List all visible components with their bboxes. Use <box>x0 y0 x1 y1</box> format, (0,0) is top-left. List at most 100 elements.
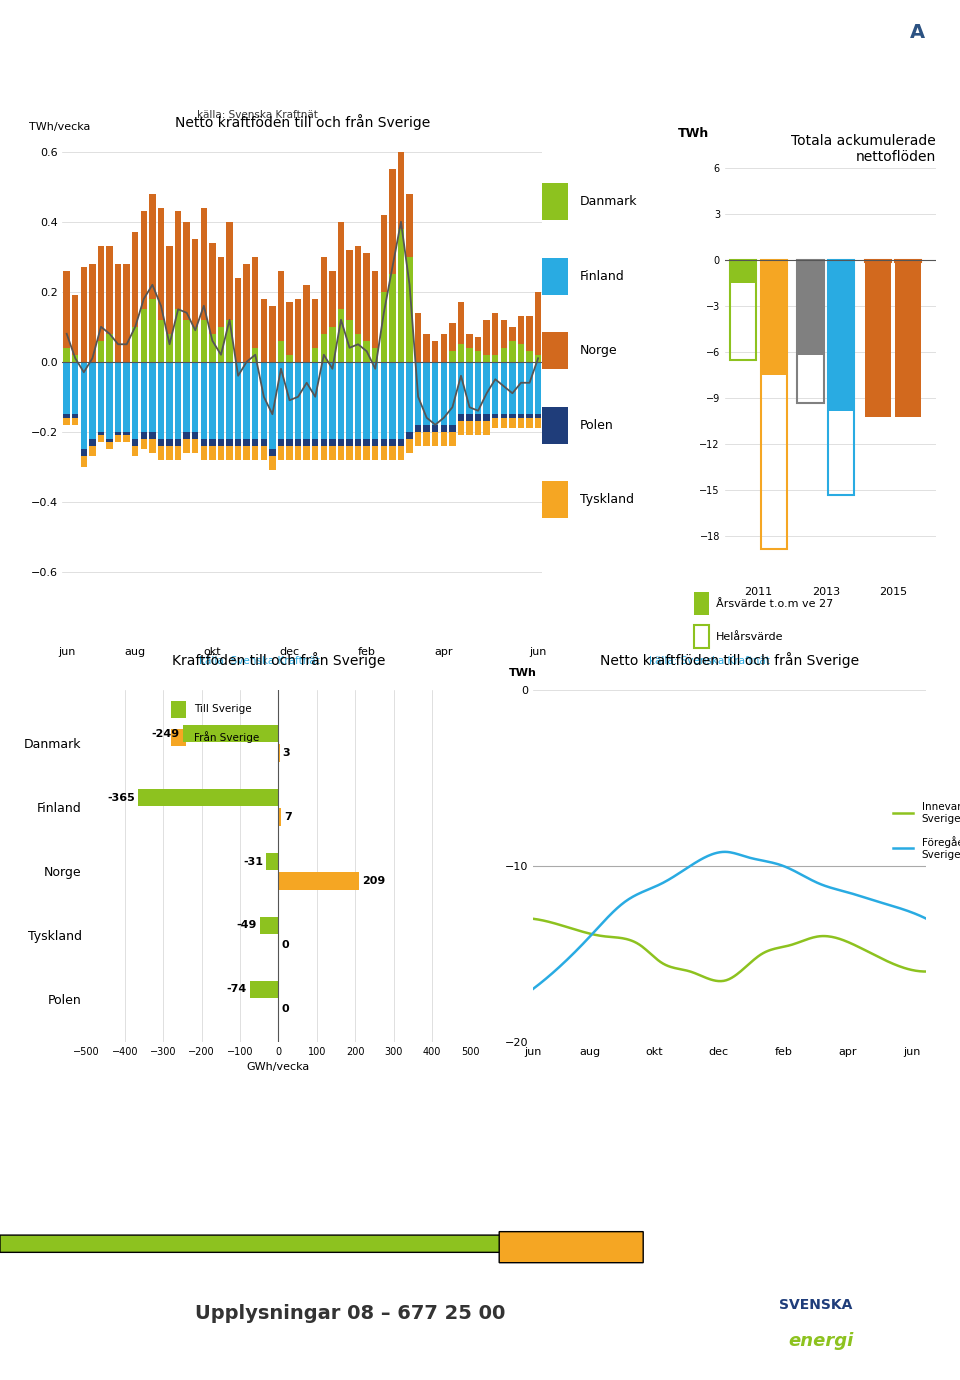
Bar <box>441 334 447 362</box>
Bar <box>132 362 138 439</box>
Bar <box>526 316 533 352</box>
Bar <box>484 414 490 421</box>
Bar <box>107 362 112 439</box>
Bar <box>312 348 319 362</box>
Bar <box>81 450 87 457</box>
Bar <box>63 414 70 418</box>
Bar <box>441 362 447 425</box>
Bar <box>303 284 310 362</box>
Bar <box>209 439 216 446</box>
Bar <box>492 414 498 418</box>
Föregående period,
Sverige <box>761 853 773 869</box>
Bar <box>500 348 507 362</box>
Bar <box>380 291 387 362</box>
Bar <box>329 362 336 439</box>
Bar <box>260 446 267 460</box>
Text: Kraftläget i Sverige: Kraftläget i Sverige <box>21 21 223 40</box>
Bar <box>235 439 241 446</box>
Innevarande period,
Sverige <box>714 973 726 989</box>
Bar <box>372 439 378 446</box>
Innevarande period,
Sverige <box>921 963 932 980</box>
Bar <box>175 446 181 460</box>
Bar <box>303 439 310 446</box>
Bar <box>149 299 156 362</box>
Bar <box>157 320 164 362</box>
Bar <box>535 362 541 414</box>
Bar <box>201 208 207 320</box>
Bar <box>157 362 164 439</box>
Bar <box>166 334 173 362</box>
Bar <box>260 362 267 439</box>
Bar <box>89 264 96 362</box>
Bar <box>157 446 164 460</box>
Bar <box>760 261 787 549</box>
Bar <box>535 291 541 355</box>
Text: -31: -31 <box>244 857 263 867</box>
Bar <box>380 362 387 439</box>
Bar <box>286 362 293 439</box>
Bar <box>124 362 130 432</box>
Bar <box>98 362 105 432</box>
Text: Helårsvärde: Helårsvärde <box>716 632 783 642</box>
Bar <box>500 362 507 414</box>
Bar <box>72 355 79 362</box>
Text: Finland: Finland <box>580 269 625 283</box>
Bar <box>192 327 199 362</box>
X-axis label: GWh/vecka: GWh/vecka <box>247 1063 310 1072</box>
Bar <box>517 414 524 418</box>
Bar <box>458 302 465 344</box>
Bar <box>338 362 345 439</box>
Bar <box>209 334 216 362</box>
Text: källa: Svenska Kraftnät: källa: Svenska Kraftnät <box>650 656 770 665</box>
Bar <box>406 362 413 432</box>
Bar <box>380 215 387 291</box>
Bar <box>192 239 199 327</box>
Bar <box>107 334 112 362</box>
Innevarande period,
Sverige <box>885 955 897 972</box>
Bar <box>72 418 79 425</box>
Bar <box>475 362 481 414</box>
Bar <box>347 439 352 446</box>
Bar <box>509 327 516 341</box>
Bar <box>252 362 258 439</box>
Title: Totala ackumulerade
nettoflöden: Totala ackumulerade nettoflöden <box>791 134 936 164</box>
Bar <box>149 362 156 432</box>
Bar <box>278 744 279 762</box>
Bar <box>286 302 293 355</box>
Bar <box>432 425 439 432</box>
Bar <box>389 439 396 446</box>
Bar <box>760 261 787 375</box>
Bar <box>140 439 147 450</box>
Bar <box>389 362 396 439</box>
Bar <box>209 446 216 460</box>
Bar <box>81 268 87 362</box>
Bar <box>321 257 327 334</box>
Bar <box>175 362 181 439</box>
Bar <box>260 439 267 446</box>
Bar <box>321 334 327 362</box>
Bar <box>89 362 96 439</box>
Bar <box>321 362 327 439</box>
Bar <box>397 229 404 362</box>
Bar <box>475 421 481 435</box>
Föregående period,
Sverige <box>762 853 774 869</box>
Bar <box>227 439 232 446</box>
Text: energi: energi <box>788 1332 853 1350</box>
Bar <box>286 439 293 446</box>
Bar <box>89 439 96 446</box>
Bar <box>828 261 854 495</box>
Bar <box>432 432 439 446</box>
Bar <box>896 261 922 262</box>
Text: 0: 0 <box>281 940 289 949</box>
Bar <box>449 362 456 425</box>
Bar <box>509 414 516 418</box>
Bar <box>312 446 319 460</box>
Bar <box>364 254 370 341</box>
Bar <box>484 362 490 414</box>
Bar <box>355 246 361 334</box>
Bar <box>277 270 284 341</box>
Bar <box>140 211 147 309</box>
Text: källa: Svenska Kraftnät: källa: Svenska Kraftnät <box>197 109 318 120</box>
Bar <box>329 446 336 460</box>
Bar <box>201 362 207 439</box>
